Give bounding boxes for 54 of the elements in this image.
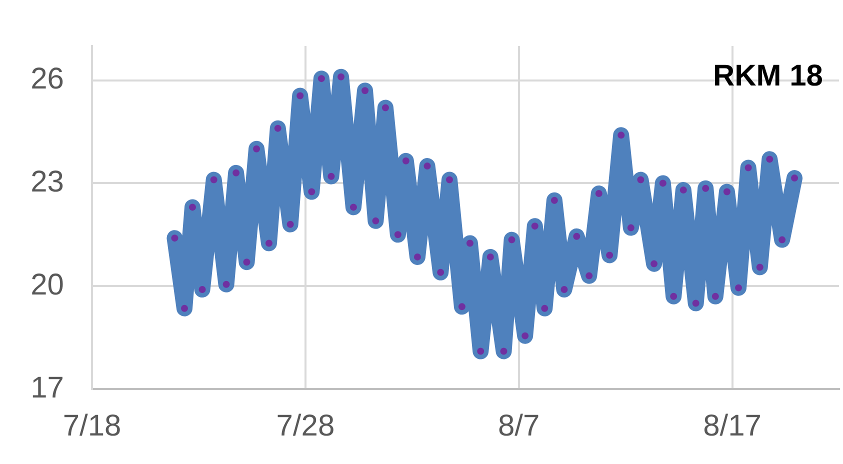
point: [222, 280, 230, 288]
point: [766, 156, 774, 163]
x-tick-label: 7/28: [276, 409, 335, 442]
y-tick-label: 23: [30, 165, 64, 198]
point: [362, 87, 369, 94]
point: [414, 253, 421, 260]
point: [586, 272, 593, 280]
point: [735, 284, 742, 292]
point: [318, 75, 325, 82]
point: [606, 252, 614, 259]
point: [243, 258, 250, 266]
point: [680, 186, 687, 194]
point: [627, 224, 634, 232]
point: [253, 145, 260, 152]
point: [756, 264, 764, 271]
point: [637, 176, 644, 184]
point: [328, 172, 335, 180]
point: [372, 217, 380, 224]
point: [595, 190, 602, 197]
point: [573, 232, 580, 240]
point: [500, 348, 508, 355]
point: [308, 188, 316, 196]
point: [692, 300, 700, 307]
point: [424, 162, 431, 170]
chart-title: RKM 18: [712, 59, 823, 92]
point: [350, 204, 357, 211]
y-tick-label: 20: [30, 268, 64, 302]
point: [382, 104, 389, 112]
point: [210, 176, 218, 184]
point: [286, 220, 294, 228]
x-tick-label: 7/18: [62, 409, 122, 442]
point: [232, 169, 240, 176]
point: [466, 240, 474, 247]
x-tick-label: 8/17: [703, 409, 762, 442]
point: [702, 184, 710, 192]
y-tick-label: 26: [30, 62, 64, 96]
y-tick-label: 17: [30, 371, 64, 404]
point: [188, 204, 196, 211]
point: [402, 157, 410, 164]
point: [477, 348, 484, 355]
point: [659, 180, 666, 187]
x-tick-label: 8/7: [498, 409, 540, 442]
point: [670, 292, 678, 300]
point: [446, 176, 453, 184]
point: [723, 188, 730, 196]
point: [618, 132, 625, 139]
point: [712, 292, 719, 300]
point: [274, 124, 282, 132]
point: [541, 304, 548, 312]
point: [522, 332, 529, 340]
point: [744, 164, 752, 172]
point: [531, 222, 538, 230]
point: [265, 240, 272, 247]
point: [296, 92, 304, 100]
